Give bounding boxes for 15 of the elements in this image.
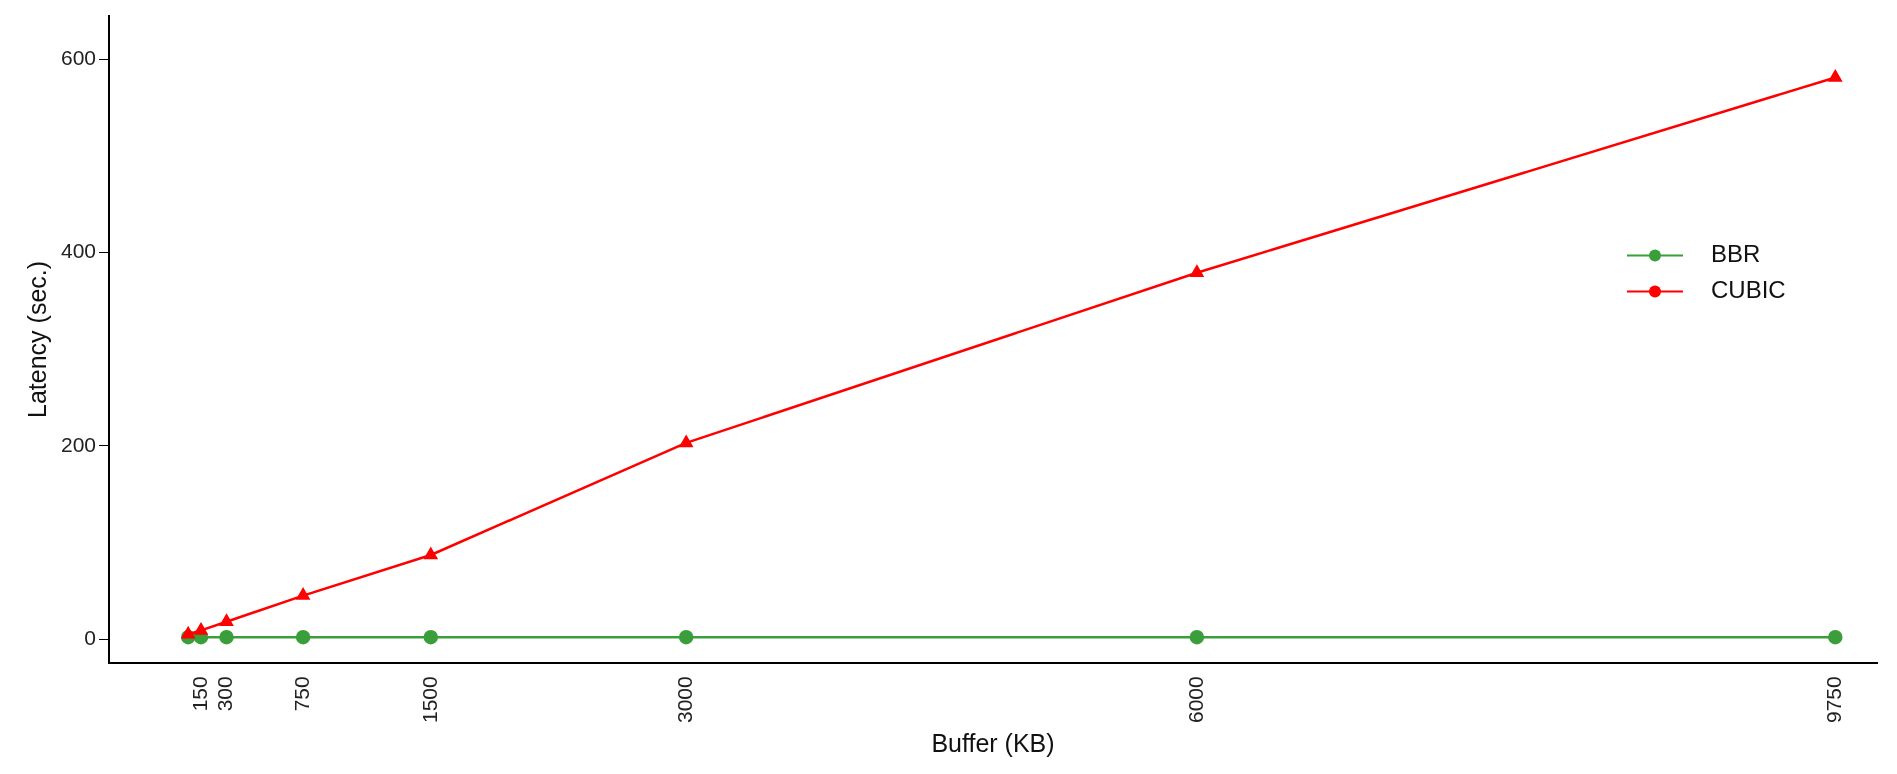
- y-axis-title: Latency (sec.): [22, 260, 51, 418]
- legend-label: CUBIC: [1711, 276, 1786, 304]
- x-tick-label: 3000: [672, 676, 696, 723]
- x-tick-label: 300: [213, 676, 237, 712]
- x-tick-label: 1500: [417, 676, 441, 723]
- x-tick-label: 9750: [1822, 676, 1846, 723]
- x-tick-label: 750: [289, 676, 313, 712]
- y-tick-label: 600: [60, 45, 97, 69]
- y-tick-label: 200: [60, 432, 97, 456]
- y-tick-label: 400: [60, 239, 97, 263]
- y-tick-label: 0: [84, 625, 97, 649]
- legend-label: BBR: [1711, 240, 1761, 268]
- x-tick-label: 150: [187, 676, 211, 712]
- x-tick-label: 6000: [1183, 676, 1207, 723]
- x-axis-title: Buffer (KB): [931, 728, 1055, 757]
